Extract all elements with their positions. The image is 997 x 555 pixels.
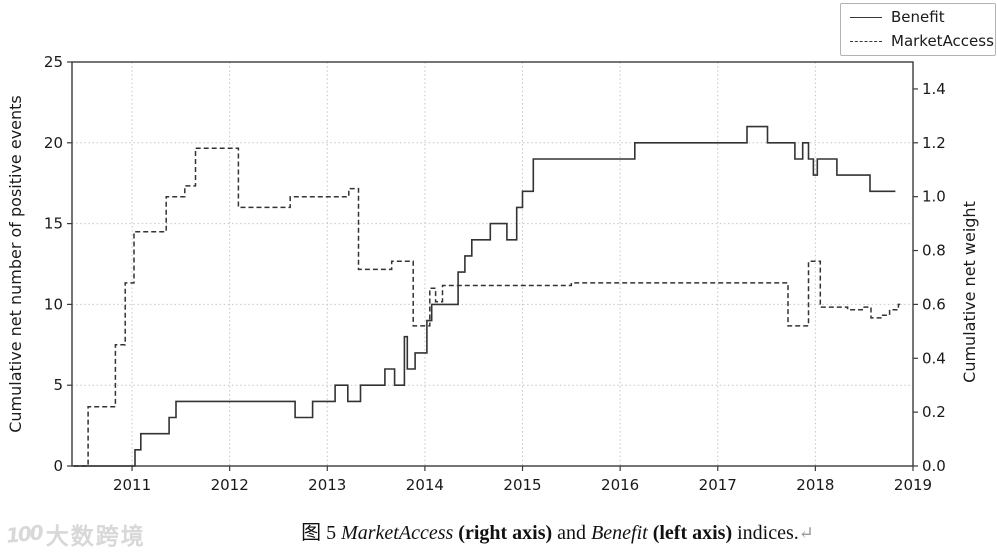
legend-item-marketaccess: MarketAccess bbox=[841, 32, 995, 52]
paragraph-return-mark: ↵ bbox=[798, 523, 814, 543]
left-tick-label: 0 bbox=[53, 457, 63, 475]
x-tick-label: 2017 bbox=[699, 476, 737, 494]
dashed-line-sample bbox=[850, 41, 882, 42]
solid-line-sample bbox=[850, 17, 882, 18]
chart-plot: 2011 2012 2013 2014 2015 2016 2017 2018 20190510… bbox=[6, 53, 979, 494]
x-tick-label: 2013 bbox=[308, 476, 346, 494]
right-tick-label: 0.2 bbox=[922, 403, 946, 421]
left-tick-label: 15 bbox=[44, 215, 63, 233]
figure-caption: 图 5 MarketAccess (right axis) and Benefi… bbox=[118, 516, 997, 545]
left-axis-title: Cumulative net number of positive events bbox=[6, 95, 25, 433]
marketaccess-line bbox=[73, 147, 904, 467]
watermark-mark: 100 bbox=[4, 520, 43, 548]
legend-item-benefit: Benefit bbox=[841, 8, 995, 28]
left-tick-label: 10 bbox=[44, 295, 63, 313]
watermark-logo: 100 大数跨境 bbox=[4, 517, 146, 551]
legend-label-benefit: Benefit bbox=[891, 8, 945, 26]
right-tick-label: 0.8 bbox=[922, 242, 946, 260]
watermark-text: 大数跨境 bbox=[45, 524, 146, 550]
x-tick-label: 2011 bbox=[113, 476, 151, 494]
left-tick-label: 5 bbox=[53, 376, 63, 394]
left-tick-label: 20 bbox=[44, 134, 63, 152]
left-tick-label: 25 bbox=[44, 53, 63, 71]
x-tick-label: 2012 bbox=[211, 476, 249, 494]
caption-series2-axis: (left axis) bbox=[647, 522, 738, 544]
caption-figure-label: 图 5 bbox=[301, 522, 342, 544]
right-tick-label: 0.4 bbox=[922, 349, 946, 367]
caption-suffix: indices. bbox=[737, 522, 799, 544]
caption-series2: Benefit bbox=[591, 522, 648, 544]
chart-legend: Benefit MarketAccess bbox=[840, 3, 996, 56]
legend-label-marketaccess: MarketAccess bbox=[891, 32, 994, 50]
x-tick-label: 2019 bbox=[894, 476, 932, 494]
right-tick-label: 1.0 bbox=[922, 188, 946, 206]
caption-series1: MarketAccess bbox=[341, 522, 454, 544]
right-tick-label: 1.2 bbox=[922, 134, 946, 152]
benefit-line bbox=[73, 125, 896, 467]
right-tick-label: 0.0 bbox=[922, 457, 946, 475]
x-tick-label: 2018 bbox=[796, 476, 834, 494]
x-tick-label: 2016 bbox=[601, 476, 639, 494]
x-tick-label: 2015 bbox=[503, 476, 541, 494]
x-tick-label: 2014 bbox=[406, 476, 444, 494]
right-axis-title: Cumulative net weight bbox=[960, 201, 979, 383]
caption-conjunction: and bbox=[557, 522, 592, 544]
right-tick-label: 1.4 bbox=[922, 80, 946, 98]
caption-series1-axis: (right axis) bbox=[453, 522, 558, 544]
plot-frame bbox=[71, 61, 914, 467]
right-tick-label: 0.6 bbox=[922, 295, 946, 313]
